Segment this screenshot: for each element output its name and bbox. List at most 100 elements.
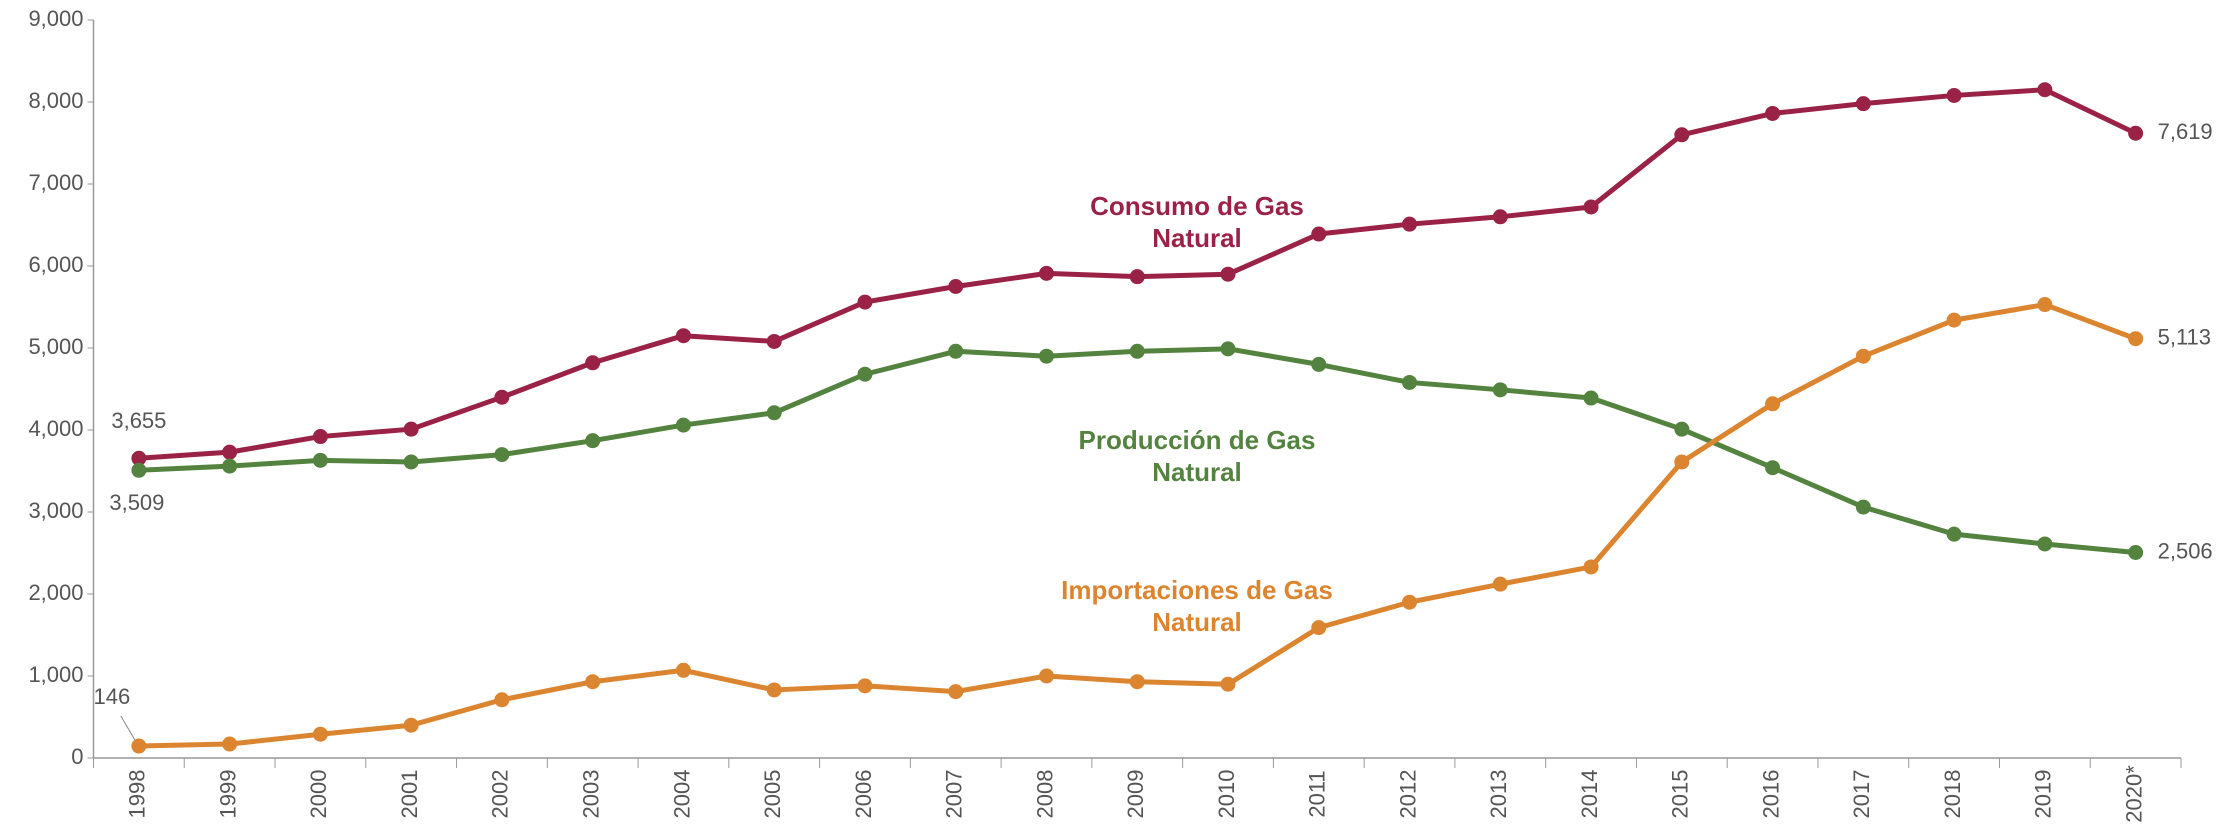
x-tick-label: 2013 xyxy=(1486,770,1511,819)
series-label: Consumo de Gas Natural xyxy=(1090,191,1304,253)
data-point xyxy=(494,692,510,708)
data-point xyxy=(403,454,419,470)
data-point xyxy=(1038,668,1054,684)
x-tick-label: 2011 xyxy=(1305,770,1330,817)
data-point xyxy=(1583,559,1599,575)
x-tick-label: 2012 xyxy=(1395,770,1420,819)
y-tick-label: 3,000 xyxy=(28,498,83,523)
x-tick-label: 2006 xyxy=(851,770,876,819)
data-point xyxy=(675,328,691,344)
x-tick-label: 2010 xyxy=(1214,770,1239,819)
data-point xyxy=(1946,526,1962,542)
data-point xyxy=(1674,127,1690,143)
x-tick-label: 2008 xyxy=(1032,770,1057,819)
data-point xyxy=(222,736,238,752)
x-tick-label: 2014 xyxy=(1577,770,1602,819)
data-point xyxy=(1583,199,1599,215)
x-tick-label: 1998 xyxy=(125,770,150,819)
x-tick-label: 2017 xyxy=(1849,770,1874,819)
data-point xyxy=(675,417,691,433)
data-point xyxy=(1129,674,1145,690)
data-point xyxy=(2037,82,2053,98)
data-point xyxy=(857,366,873,382)
x-tick-label: 2018 xyxy=(1940,770,1965,819)
data-point xyxy=(675,662,691,678)
data-point xyxy=(494,389,510,405)
data-point xyxy=(494,447,510,463)
x-tick-label: 2019 xyxy=(2031,770,2056,819)
x-tick-label: 2002 xyxy=(488,770,513,819)
x-tick-label: 1999 xyxy=(215,770,240,819)
data-point xyxy=(1129,343,1145,359)
data-point xyxy=(766,333,782,349)
data-point xyxy=(948,684,964,700)
data-point xyxy=(2128,331,2144,347)
x-tick-label: 2001 xyxy=(397,770,422,819)
data-point xyxy=(1855,499,1871,515)
x-tick-label: 2005 xyxy=(760,770,785,819)
data-label: 7,619 xyxy=(2158,119,2213,144)
data-point xyxy=(1765,460,1781,476)
y-tick-label: 7,000 xyxy=(28,170,83,195)
data-point xyxy=(1038,265,1054,281)
data-point xyxy=(1765,396,1781,412)
series-label: Importaciones de Gas Natural xyxy=(1061,575,1333,637)
data-label: 3,509 xyxy=(109,490,164,515)
x-tick-label: 2016 xyxy=(1758,770,1783,819)
x-tick-label: 2004 xyxy=(669,770,694,819)
data-point xyxy=(1674,454,1690,470)
data-point xyxy=(1129,269,1145,285)
data-point xyxy=(766,405,782,421)
data-point xyxy=(2128,125,2144,141)
data-point xyxy=(1674,421,1690,437)
data-point xyxy=(1583,390,1599,406)
data-point xyxy=(2037,536,2053,552)
data-point xyxy=(1492,382,1508,398)
data-point xyxy=(1402,374,1418,390)
y-tick-label: 8,000 xyxy=(28,88,83,113)
data-point xyxy=(1311,226,1327,242)
data-label: 146 xyxy=(94,684,131,709)
data-point xyxy=(857,678,873,694)
y-tick-label: 2,000 xyxy=(28,580,83,605)
data-point xyxy=(1402,216,1418,232)
x-tick-label: 2003 xyxy=(578,770,603,819)
data-point xyxy=(312,452,328,468)
series-label: Producción de Gas Natural xyxy=(1078,425,1316,487)
data-point xyxy=(948,279,964,294)
data-point xyxy=(312,429,328,445)
data-point xyxy=(131,738,147,754)
data-point xyxy=(1492,209,1508,225)
data-point xyxy=(1855,96,1871,112)
x-tick-label: 2015 xyxy=(1668,770,1693,819)
data-point xyxy=(1946,312,1962,328)
data-point xyxy=(585,355,601,371)
data-point xyxy=(1038,348,1054,364)
data-point xyxy=(585,433,601,449)
y-tick-label: 1,000 xyxy=(28,662,83,687)
x-tick-label: 2009 xyxy=(1123,770,1148,819)
data-point xyxy=(222,458,238,474)
x-tick-label: 2020* xyxy=(2121,765,2146,823)
data-point xyxy=(1402,594,1418,610)
data-point xyxy=(131,450,147,466)
data-point xyxy=(1765,105,1781,121)
data-point xyxy=(857,294,873,310)
data-point xyxy=(1220,676,1236,692)
data-point xyxy=(1220,341,1236,357)
data-label: 3,655 xyxy=(111,408,166,433)
leader-line xyxy=(120,715,136,741)
data-point xyxy=(1311,620,1327,636)
x-tick-label: 2000 xyxy=(306,770,331,819)
y-tick-label: 9,000 xyxy=(28,6,83,31)
data-point xyxy=(2128,545,2144,561)
data-point xyxy=(403,421,419,437)
data-label: 5,113 xyxy=(2158,325,2211,350)
data-point xyxy=(2037,297,2053,313)
data-point xyxy=(1492,576,1508,592)
data-point xyxy=(1946,87,1962,103)
y-tick-label: 5,000 xyxy=(28,334,83,359)
data-point xyxy=(766,682,782,698)
data-point xyxy=(1855,348,1871,364)
